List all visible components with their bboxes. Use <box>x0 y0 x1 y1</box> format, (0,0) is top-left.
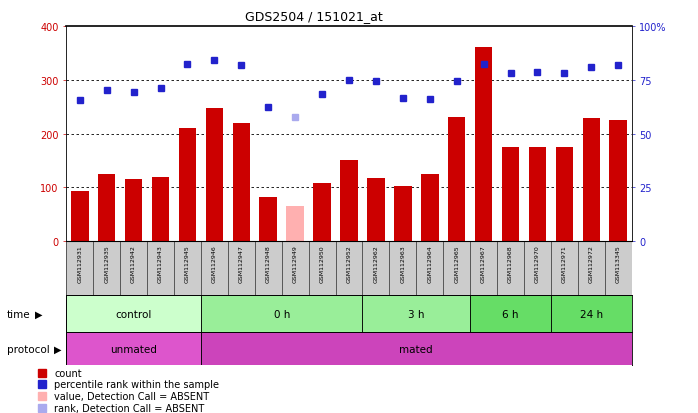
Text: GSM112968: GSM112968 <box>508 244 513 282</box>
Text: time: time <box>7 309 31 319</box>
Bar <box>394 186 412 242</box>
Bar <box>556 147 573 242</box>
Bar <box>98 174 115 242</box>
Bar <box>340 161 358 242</box>
Bar <box>66 295 201 332</box>
Text: GSM112943: GSM112943 <box>158 244 163 282</box>
Bar <box>313 184 331 242</box>
Bar <box>475 48 492 242</box>
Bar <box>260 197 277 242</box>
Text: 6 h: 6 h <box>503 309 519 319</box>
Text: GSM112931: GSM112931 <box>77 244 82 282</box>
Text: value, Detection Call = ABSENT: value, Detection Call = ABSENT <box>54 392 209 401</box>
Bar <box>528 147 547 242</box>
Bar <box>609 120 627 242</box>
Text: 3 h: 3 h <box>408 309 424 319</box>
Text: GDS2504 / 151021_at: GDS2504 / 151021_at <box>245 10 383 23</box>
Text: percentile rank within the sample: percentile rank within the sample <box>54 380 219 389</box>
Text: GSM112963: GSM112963 <box>401 244 406 282</box>
Text: GSM112948: GSM112948 <box>266 244 271 282</box>
Bar <box>232 123 250 242</box>
Bar <box>470 295 551 332</box>
Text: GSM112950: GSM112950 <box>320 244 325 282</box>
Text: GSM112952: GSM112952 <box>346 244 352 282</box>
Text: GSM112972: GSM112972 <box>589 244 594 282</box>
Bar <box>71 192 89 242</box>
Bar <box>179 129 196 242</box>
Bar <box>201 295 362 332</box>
Bar <box>125 180 142 242</box>
Text: rank, Detection Call = ABSENT: rank, Detection Call = ABSENT <box>54 403 205 413</box>
Text: GSM112964: GSM112964 <box>427 244 432 282</box>
Text: GSM112946: GSM112946 <box>212 244 217 282</box>
Bar <box>583 119 600 242</box>
Bar <box>201 332 632 366</box>
Text: GSM112935: GSM112935 <box>104 244 109 282</box>
Text: 0 h: 0 h <box>274 309 290 319</box>
Text: GSM112949: GSM112949 <box>292 244 297 282</box>
Bar <box>421 174 438 242</box>
Bar <box>362 295 470 332</box>
Bar <box>206 109 223 242</box>
Text: protocol: protocol <box>7 344 50 354</box>
Text: GSM112962: GSM112962 <box>373 244 378 282</box>
Text: GSM112947: GSM112947 <box>239 244 244 282</box>
Text: ▶: ▶ <box>35 309 43 319</box>
Bar <box>551 295 632 332</box>
Bar <box>502 147 519 242</box>
Text: 24 h: 24 h <box>580 309 603 319</box>
Text: unmated: unmated <box>110 344 157 354</box>
Text: GSM113345: GSM113345 <box>616 244 621 282</box>
Text: GSM112965: GSM112965 <box>454 244 459 282</box>
Text: GSM112945: GSM112945 <box>185 244 190 282</box>
Bar <box>66 332 201 366</box>
Bar <box>448 118 466 242</box>
Bar <box>151 177 170 242</box>
Bar <box>367 179 385 242</box>
Text: control: control <box>115 309 151 319</box>
Text: ▶: ▶ <box>54 344 61 354</box>
Text: GSM112971: GSM112971 <box>562 244 567 282</box>
Text: GSM112970: GSM112970 <box>535 244 540 282</box>
Text: mated: mated <box>399 344 433 354</box>
Bar <box>286 206 304 242</box>
Text: GSM112967: GSM112967 <box>481 244 486 282</box>
Text: count: count <box>54 368 82 377</box>
Text: GSM112942: GSM112942 <box>131 244 136 282</box>
